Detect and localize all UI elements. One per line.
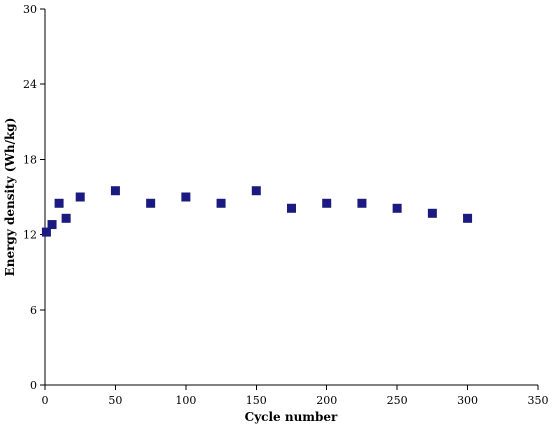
data-point <box>110 186 120 196</box>
y-tick-label: 30 <box>23 3 37 16</box>
x-tick-label: 250 <box>387 394 408 407</box>
y-ticks: 0 6 12 18 24 30 <box>23 3 45 392</box>
x-tick-label: 300 <box>457 394 478 407</box>
x-tick-label: 50 <box>108 394 122 407</box>
y-tick-label: 0 <box>30 379 37 392</box>
x-tick-label: 350 <box>528 394 549 407</box>
data-point <box>322 198 332 208</box>
y-tick-label: 12 <box>23 229 37 242</box>
y-tick-label: 6 <box>30 304 37 317</box>
y-tick-label: 18 <box>23 153 37 166</box>
data-point <box>427 208 437 218</box>
data-point <box>463 213 473 223</box>
data-point <box>75 192 85 202</box>
data-point <box>146 198 156 208</box>
x-tick-label: 100 <box>175 394 196 407</box>
x-axis-title: Cycle number <box>245 410 338 424</box>
data-point <box>287 203 296 213</box>
x-tick-label: 0 <box>42 394 49 407</box>
data-point <box>61 213 71 223</box>
x-ticks: 0 50 100 150 200 250 300 350 <box>42 385 549 407</box>
data-point <box>392 203 402 213</box>
y-axis-title: Energy density (Wh/kg) <box>3 118 17 277</box>
data-point <box>216 198 226 208</box>
y-tick-label: 24 <box>23 78 37 91</box>
plot-area <box>44 9 538 386</box>
x-tick-label: 200 <box>316 394 337 407</box>
data-points <box>41 186 473 237</box>
data-point <box>181 192 191 202</box>
data-point <box>251 186 261 196</box>
data-point <box>54 198 64 208</box>
x-tick-label: 150 <box>246 394 267 407</box>
data-point <box>357 198 367 208</box>
data-point <box>47 220 57 230</box>
data-point <box>41 227 51 237</box>
